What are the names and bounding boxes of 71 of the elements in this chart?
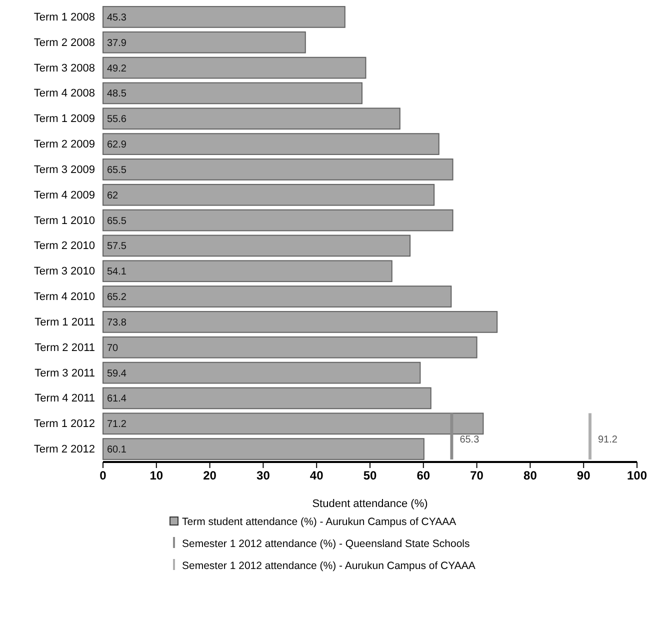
- data-label: 62.9: [107, 140, 127, 151]
- data-label: 57.5: [107, 241, 127, 252]
- y-tick-label: Term 3 2010: [34, 266, 95, 278]
- ref-line-label: 65.3: [460, 434, 480, 446]
- x-tick-label: 70: [470, 468, 484, 483]
- y-tick-label: Term 4 2011: [34, 392, 95, 405]
- bar: [102, 438, 424, 460]
- bar: [102, 286, 452, 308]
- x-axis-title: Student attendance (%): [312, 498, 428, 510]
- y-tick-label: Term 3 2011: [34, 367, 95, 380]
- data-label: 45.3: [107, 12, 127, 24]
- bar: [102, 56, 366, 79]
- bar: [102, 311, 498, 333]
- data-label: 62: [107, 190, 119, 202]
- y-tick-label: Term 2 2012: [34, 444, 95, 456]
- bar: [102, 209, 454, 232]
- bar: [102, 362, 421, 384]
- x-tick-label: 50: [363, 468, 377, 483]
- x-tick-label: 80: [524, 468, 538, 483]
- bar: [102, 133, 440, 155]
- data-label: 70: [107, 342, 119, 354]
- y-tick-label: Term 4 2009: [34, 189, 95, 202]
- y-tick-label: Term 2 2008: [34, 36, 95, 49]
- data-label: 54.1: [107, 266, 127, 278]
- x-tick-label: 40: [310, 468, 324, 483]
- bar: [102, 387, 432, 410]
- data-label: 65.5: [107, 164, 127, 176]
- y-tick-label: Term 2 2011: [34, 342, 95, 354]
- bar: [102, 6, 346, 28]
- y-tick-label: Term 1 2012: [34, 418, 95, 430]
- bar: [102, 336, 478, 358]
- y-tick-label: Term 4 2010: [34, 291, 95, 304]
- y-tick-label: Term 2 2010: [34, 240, 95, 252]
- bar: [102, 31, 306, 54]
- bar: [102, 234, 411, 257]
- y-tick-label: Term 3 2009: [34, 164, 95, 176]
- text: Semester 1 2012 attendance (%) - Queensland State Schools: [182, 538, 470, 550]
- y-tick-label: Term 4 2008: [34, 88, 95, 100]
- y-tick-label: Term 2 2009: [34, 138, 95, 151]
- data-label: 48.5: [107, 88, 127, 100]
- x-tick-label: 10: [150, 468, 164, 483]
- bar: [102, 260, 392, 282]
- x-tick-label: 90: [576, 468, 591, 483]
- data-label: 65.5: [107, 216, 127, 227]
- y-tick-label: Term 1 2010: [34, 214, 95, 227]
- data-label: 73.8: [107, 317, 127, 328]
- bar: [102, 108, 400, 130]
- bar: [102, 82, 362, 104]
- y-tick-label: Term 1 2008: [34, 11, 95, 24]
- x-tick-label: 30: [256, 468, 270, 483]
- x-tick-label: 60: [416, 468, 430, 483]
- bar: [102, 412, 484, 435]
- y-tick-label: Term 3 2008: [34, 62, 95, 74]
- bar: [102, 158, 454, 180]
- x-tick-label: 0: [100, 468, 107, 483]
- data-label: 65.2: [107, 292, 127, 304]
- data-label: 49.2: [107, 63, 127, 74]
- legend-label: Term student attendance (%) - Aurukun Campus of CYAAA: [182, 516, 456, 528]
- y-tick-label: Term 1 2009: [34, 113, 95, 126]
- text: Semester 1 2012 attendance (%) - Aurukun Campus of CYAAA: [182, 560, 476, 572]
- y-tick-label: Term 1 2011: [34, 316, 95, 328]
- data-label: 37.9: [107, 38, 127, 49]
- x-tick-label: 20: [203, 468, 217, 483]
- x-tick-label: 100: [626, 468, 648, 483]
- data-label: 71.2: [107, 419, 127, 430]
- bar: [102, 184, 435, 206]
- data-label: 59.4: [107, 368, 127, 380]
- ref-line-label: 91.2: [598, 434, 618, 446]
- data-label: 61.4: [107, 394, 127, 405]
- data-label: 60.1: [107, 444, 127, 456]
- data-label: 55.6: [107, 114, 127, 126]
